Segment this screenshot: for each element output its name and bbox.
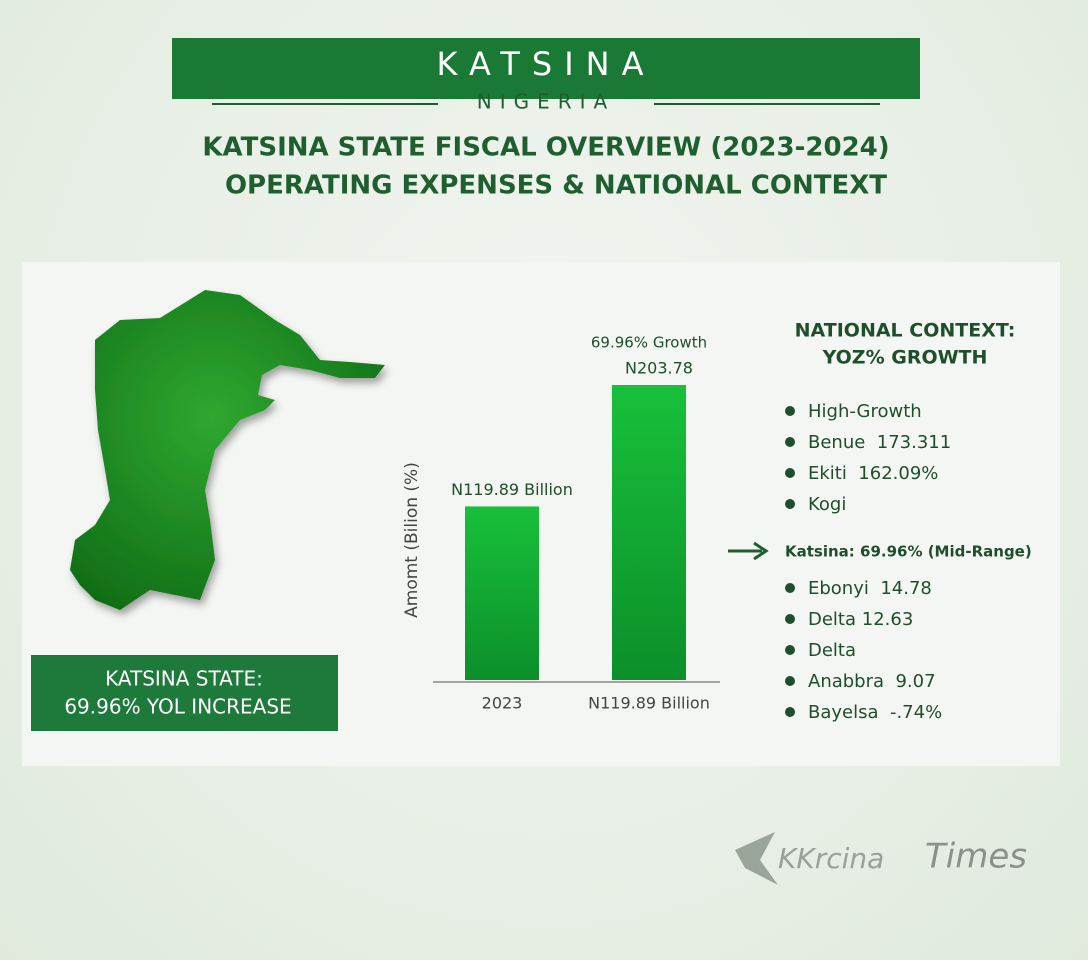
map-label: 69.96% YOL INCREASE — [64, 695, 291, 719]
subtitle: OPERATING EXPENSES & NATIONAL CONTEXT — [225, 171, 887, 201]
watermark-icon — [735, 832, 778, 885]
state-map — [70, 290, 385, 610]
context-item: Anabbra 9.07 — [808, 671, 936, 692]
x-tick-label: N119.89 Billion — [588, 694, 710, 713]
x-tick-label: 2023 — [482, 694, 523, 713]
bullet — [785, 499, 795, 509]
highlight: Katsina: 69.96% (Mid-Range) — [785, 543, 1032, 561]
context-item: Delta 12.63 — [808, 609, 913, 630]
context-item: Delta — [808, 640, 856, 661]
value-label: N203.78 — [625, 359, 693, 378]
map-label: KATSINA STATE: — [105, 667, 263, 691]
context-item: Ekiti 162.09% — [808, 463, 938, 484]
title: KATSINA STATE FISCAL OVERVIEW (2023-2024… — [202, 133, 889, 163]
context-item: Benue 173.311 — [808, 432, 951, 453]
bullet — [785, 676, 795, 686]
context-item: Ebonyi 14.78 — [808, 578, 932, 599]
watermark: KKrcina — [778, 842, 884, 875]
bar — [465, 506, 539, 680]
bar — [612, 385, 686, 680]
bullet — [785, 406, 795, 416]
y-axis-label: Amomt (Bilion (%) — [402, 462, 422, 618]
watermark: Times — [925, 837, 1027, 877]
bullet — [785, 468, 795, 478]
annotation: 69.96% Growth — [591, 334, 707, 352]
bullet — [785, 707, 795, 717]
brand: KATSINA — [437, 45, 656, 83]
context-item: High-Growth — [808, 401, 922, 422]
context-title: YOZ% GROWTH — [822, 347, 988, 369]
bullet — [785, 614, 795, 624]
map-label-box — [31, 655, 338, 731]
context-item: Kogi — [808, 494, 846, 515]
bullet — [785, 645, 795, 655]
context-item: Bayelsa -.74% — [808, 702, 942, 723]
header-band — [172, 38, 920, 99]
context-title: NATIONAL CONTEXT: — [795, 320, 1016, 342]
arrow — [728, 541, 769, 561]
country: NIGERIA — [477, 90, 615, 114]
bullet — [785, 437, 795, 447]
value-label: N119.89 Billion — [451, 480, 573, 499]
bullet — [785, 583, 795, 593]
